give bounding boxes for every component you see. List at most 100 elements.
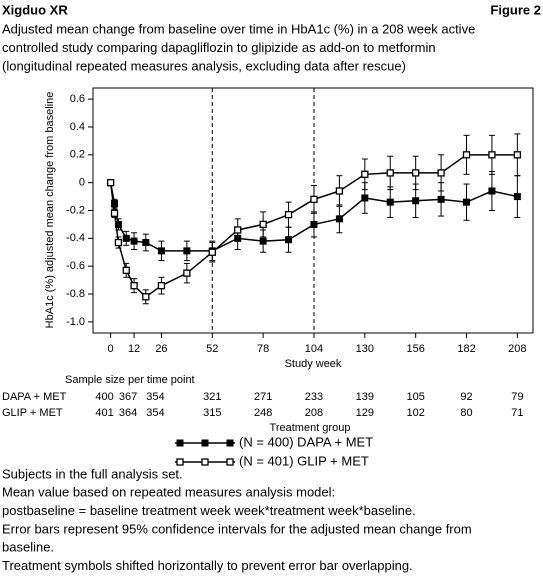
legend-marker: [176, 458, 184, 466]
data-point: [412, 169, 420, 177]
sample-size: 208: [305, 407, 323, 419]
legend-marker: [176, 439, 184, 447]
data-point: [284, 211, 293, 219]
data-point: [208, 248, 216, 256]
data-point: [111, 200, 119, 208]
data-point: [114, 238, 123, 247]
legend-label: (N = 400) DAPA + MET: [239, 434, 373, 449]
y-tick-label: 0.4: [70, 121, 85, 133]
data-point: [106, 179, 115, 187]
note: Subjects in the full analysis set.: [2, 466, 183, 481]
data-point: [386, 198, 394, 206]
sample-size: 129: [356, 407, 374, 419]
data-point: [234, 226, 242, 234]
data-point: [130, 237, 138, 245]
legend-marker: [201, 439, 209, 447]
x-axis-label: Study week: [285, 358, 342, 370]
sample-size: 71: [511, 407, 523, 419]
chart-title: Adjusted mean change from baseline over …: [2, 21, 475, 36]
sample-size: 367: [119, 391, 137, 403]
legend-title: Treatment group: [270, 422, 351, 434]
sample-size: 271: [254, 391, 272, 403]
sample-size: 248: [254, 407, 272, 419]
sample-size: 354: [146, 391, 164, 403]
sample-size: 354: [146, 407, 164, 419]
data-point: [462, 151, 471, 159]
y-tick-label: -1.0: [66, 316, 85, 328]
data-point: [437, 169, 445, 177]
chart-title: controlled study comparing dapagliflozin…: [2, 40, 436, 55]
data-point: [335, 187, 344, 195]
y-tick-label: -0.6: [66, 260, 85, 272]
sample-size-row-label: DAPA + MET: [2, 391, 67, 403]
note: Mean value based on repeated measures an…: [2, 485, 335, 500]
data-point: [157, 247, 165, 255]
data-point: [122, 266, 130, 275]
data-point: [488, 151, 496, 159]
data-point: [335, 215, 343, 223]
x-tick-label: 0: [108, 343, 114, 355]
sample-size: 400: [95, 391, 113, 403]
data-point: [361, 194, 369, 202]
note: baseline.: [2, 540, 54, 555]
legend-marker: [226, 458, 234, 466]
sample-size: 364: [119, 407, 137, 419]
x-tick-label: 12: [128, 343, 140, 355]
x-tick-label: 104: [305, 343, 323, 355]
note: Error bars represent 95% confidence inte…: [2, 521, 472, 536]
sample-size-title: Sample size per time point: [65, 374, 195, 386]
data-point: [463, 198, 471, 206]
sample-size: 401: [95, 407, 113, 419]
data-point: [513, 193, 521, 201]
product-name: Xigduo XR: [2, 2, 68, 17]
y-axis-label: HbA1c (%) adjusted mean change from base…: [44, 92, 56, 329]
sample-size: 80: [460, 407, 472, 419]
sample-size: 92: [460, 391, 472, 403]
data-point: [183, 247, 191, 255]
x-tick-label: 52: [206, 343, 218, 355]
y-tick-label: 0.6: [70, 93, 85, 105]
data-point: [183, 269, 191, 277]
sample-size: 321: [203, 391, 221, 403]
x-tick-label: 182: [457, 343, 475, 355]
figure-number: Figure 2: [490, 2, 541, 17]
y-tick-label: -0.2: [66, 204, 85, 216]
sample-size: 102: [406, 407, 424, 419]
legend-label: (N = 401) GLIP + MET: [239, 453, 369, 468]
data-point: [412, 197, 420, 205]
data-point: [130, 282, 138, 290]
data-point: [259, 237, 267, 245]
data-point: [386, 169, 394, 177]
sample-size: 315: [203, 407, 221, 419]
sample-size: 105: [406, 391, 424, 403]
note: postbaseline = baseline treatment week w…: [2, 503, 416, 518]
data-point: [142, 239, 150, 247]
x-tick-label: 130: [356, 343, 374, 355]
legend-marker: [226, 439, 234, 447]
data-point: [488, 187, 496, 195]
data-point: [361, 170, 369, 178]
data-point: [157, 282, 166, 290]
sample-size: 79: [511, 391, 523, 403]
sample-size-row-label: GLIP + MET: [2, 407, 63, 419]
y-tick-label: -0.4: [66, 232, 85, 244]
sample-size: 233: [305, 391, 323, 403]
legend-marker: [201, 458, 209, 466]
chart-title: (longitudinal repeated measures analysis…: [2, 58, 406, 73]
data-point: [285, 236, 293, 244]
data-point: [259, 220, 267, 229]
data-point: [437, 195, 445, 203]
x-tick-label: 26: [155, 343, 167, 355]
x-tick-label: 78: [257, 343, 269, 355]
data-point: [310, 220, 318, 228]
data-point: [122, 234, 130, 242]
data-point: [513, 151, 522, 159]
y-tick-label: -0.8: [66, 288, 85, 300]
x-tick-label: 208: [508, 343, 526, 355]
note: Treatment symbols shifted horizontally t…: [2, 558, 413, 573]
x-tick-label: 156: [406, 343, 424, 355]
sample-size: 139: [356, 391, 374, 403]
y-tick-label: 0.2: [70, 149, 85, 161]
